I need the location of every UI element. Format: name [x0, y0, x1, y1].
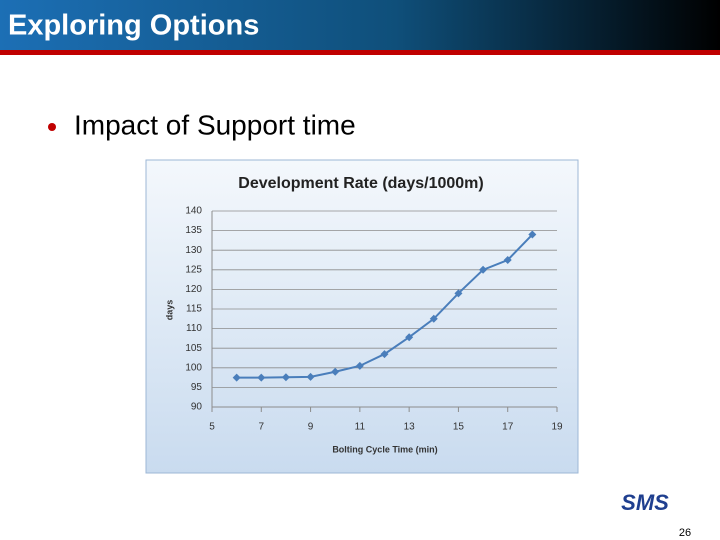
point: [306, 372, 315, 381]
x-tick-label: 9: [308, 422, 314, 433]
logo-text: SMS: [621, 490, 669, 515]
x-tick-label: 19: [551, 422, 563, 433]
bullet-text: Impact of Support time: [74, 109, 356, 140]
point: [380, 350, 389, 359]
y-tick-label: 100: [185, 362, 202, 373]
y-tick-label: 120: [185, 284, 202, 295]
x-tick-label: 15: [453, 422, 465, 433]
logo: SMS: [614, 490, 676, 516]
point: [503, 256, 512, 264]
point: [479, 265, 488, 274]
page-number: 26: [679, 527, 691, 539]
y-tick-label: 90: [191, 402, 203, 413]
x-tick-label: 13: [404, 422, 416, 433]
y-tick-label: 125: [185, 264, 202, 275]
y-tick-label: 130: [185, 245, 202, 256]
header-rule: [0, 50, 720, 55]
header-bar: [0, 0, 720, 50]
x-tick-label: 11: [355, 422, 366, 433]
bullet-dot: [48, 123, 56, 131]
point: [257, 373, 266, 382]
point: [355, 361, 364, 370]
point: [281, 373, 290, 382]
point: [454, 289, 463, 298]
y-tick-label: 110: [186, 323, 202, 334]
y-tick-label: 140: [185, 206, 202, 217]
slide-title: Exploring Options: [8, 10, 259, 42]
y-tick-label: 95: [191, 382, 203, 393]
chart-title: Development Rate (days/1000m): [238, 175, 483, 192]
plot: 90 95 100 105 110 115 120 125 130 135 140 5 7 9 11 13 15…: [185, 206, 563, 433]
point: [331, 367, 340, 376]
y-axis-label: days: [164, 300, 174, 321]
point: [405, 333, 414, 342]
chart-frame: [145, 159, 579, 474]
y-tick-label: 135: [185, 225, 202, 236]
x-tick-label: 5: [209, 422, 215, 433]
y-tick-label: 105: [185, 343, 202, 354]
x-tick-label: 17: [502, 422, 514, 433]
x-tick-label: 7: [259, 422, 265, 433]
point: [429, 314, 438, 323]
point: [232, 373, 241, 382]
x-axis-label: Bolting Cycle Time (min): [332, 444, 437, 454]
y-tick-label: 115: [186, 304, 202, 315]
point: [528, 230, 537, 239]
logo-box: [614, 492, 676, 516]
